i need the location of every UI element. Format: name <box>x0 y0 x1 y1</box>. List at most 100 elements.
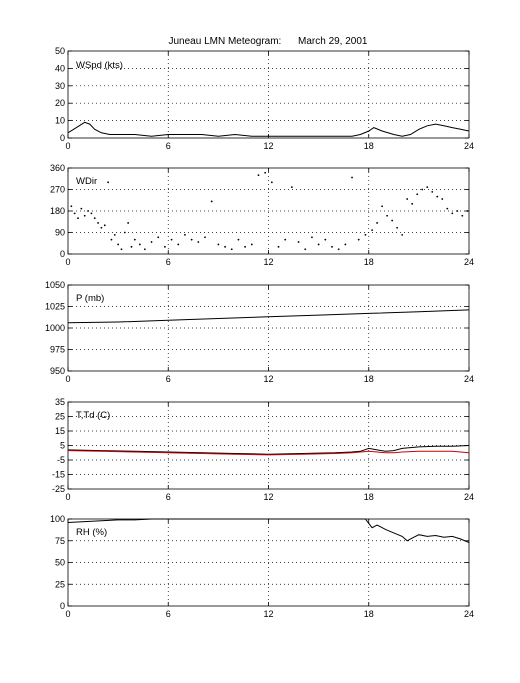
data-point <box>120 248 123 251</box>
data-point <box>127 222 130 224</box>
data-point <box>170 238 173 241</box>
data-point <box>138 243 141 246</box>
y-tick-label: -25 <box>52 484 65 494</box>
x-tick-label: 18 <box>364 609 374 619</box>
data-point <box>117 243 120 246</box>
data-point <box>143 248 146 251</box>
x-tick-label: 12 <box>263 492 273 502</box>
data-point <box>130 245 133 248</box>
data-point <box>80 207 83 210</box>
data-point <box>337 248 340 251</box>
data-point <box>107 181 109 184</box>
y-tick-label: 25 <box>55 412 65 422</box>
data-point <box>270 181 273 184</box>
panel-label-wind-speed: WSpd (kts) <box>76 60 123 71</box>
data-point <box>324 238 327 241</box>
x-tick-label: 12 <box>263 374 273 384</box>
data-point <box>436 195 439 198</box>
y-tick-label: 30 <box>55 81 65 91</box>
series-line-0 <box>67 445 470 455</box>
x-tick-label: 6 <box>166 257 171 267</box>
x-tick-label: 12 <box>263 141 273 151</box>
data-point <box>133 238 136 241</box>
data-point <box>344 243 347 246</box>
data-point <box>426 186 429 189</box>
data-point <box>290 186 293 189</box>
data-point <box>386 214 389 217</box>
data-point <box>230 248 233 251</box>
data-point <box>451 212 454 215</box>
series-line-1 <box>67 450 470 456</box>
data-point <box>357 238 360 241</box>
y-tick-label: 100 <box>50 514 65 524</box>
data-point <box>317 243 320 246</box>
data-point <box>123 231 126 234</box>
x-tick-label: 12 <box>263 257 273 267</box>
data-point <box>190 238 193 241</box>
panel-4-marks: 0 25 50 75 100 0 6 12 18 24 <box>50 514 474 619</box>
x-tick-label: 18 <box>364 374 374 384</box>
y-tick-label: 5 <box>60 441 65 451</box>
series-line-0 <box>67 518 470 543</box>
data-point <box>364 233 367 236</box>
data-point <box>87 210 89 212</box>
data-point <box>466 210 469 212</box>
panel-2-marks: 950 975 1000 1025 1050 0 6 12 18 24 <box>45 280 474 384</box>
y-tick-label: 50 <box>55 558 65 568</box>
data-point <box>376 222 379 224</box>
y-tick-label: 0 <box>60 601 65 611</box>
y-tick-label: 360 <box>50 163 65 173</box>
data-point <box>277 245 280 248</box>
data-point <box>244 245 247 248</box>
data-point <box>396 226 399 229</box>
y-tick-label: 0 <box>60 133 65 143</box>
panel-0-marks: 0 10 20 30 40 50 0 6 12 18 24 <box>55 46 474 151</box>
data-point <box>150 241 153 243</box>
data-point <box>446 207 449 210</box>
y-tick-label: -5 <box>57 455 65 465</box>
x-tick-label: 0 <box>65 257 70 267</box>
x-tick-label: 24 <box>464 374 474 384</box>
y-tick-label: 90 <box>55 228 65 238</box>
series-line-0 <box>67 309 470 324</box>
data-point <box>217 243 220 246</box>
y-tick-label: 1025 <box>45 302 65 312</box>
x-tick-label: 0 <box>65 374 70 384</box>
y-tick-label: 50 <box>55 46 65 56</box>
data-point <box>311 236 313 239</box>
y-tick-label: 35 <box>55 397 65 407</box>
data-point <box>103 224 106 227</box>
panel-label-relative-humidity: RH (%) <box>76 527 107 538</box>
panel-label-wind-direction: WDir <box>76 176 97 187</box>
x-tick-label: 24 <box>464 257 474 267</box>
data-point <box>204 236 206 239</box>
panel-label-temperature: T,Td (C) <box>76 410 110 421</box>
data-point <box>456 210 459 212</box>
data-point <box>73 212 76 215</box>
data-point <box>264 171 267 174</box>
data-point <box>406 198 409 200</box>
x-tick-label: 18 <box>364 492 374 502</box>
data-point <box>284 238 287 241</box>
x-tick-label: 6 <box>166 609 171 619</box>
data-point <box>391 219 394 222</box>
data-point <box>83 214 86 217</box>
data-point <box>411 202 414 205</box>
data-point <box>224 245 226 248</box>
x-tick-label: 0 <box>65 609 70 619</box>
x-tick-label: 6 <box>166 374 171 384</box>
y-tick-label: 975 <box>50 345 65 355</box>
y-tick-label: 0 <box>60 249 65 259</box>
data-point <box>184 233 186 236</box>
data-point <box>97 222 99 224</box>
y-tick-label: 270 <box>50 185 65 195</box>
x-tick-label: 24 <box>464 492 474 502</box>
data-point <box>100 226 103 229</box>
x-tick-label: 24 <box>464 141 474 151</box>
panel-label-pressure: P (mb) <box>76 293 104 304</box>
y-tick-label: -15 <box>52 470 65 480</box>
panel-3-marks: -25 -15 -5 5 15 25 35 0 6 12 18 24 <box>52 397 474 502</box>
figure-title: Juneau LMN Meteogram: March 29, 2001 <box>169 36 368 47</box>
panel-1-marks: 0 90 180 270 360 0 6 12 18 24 <box>50 163 474 267</box>
